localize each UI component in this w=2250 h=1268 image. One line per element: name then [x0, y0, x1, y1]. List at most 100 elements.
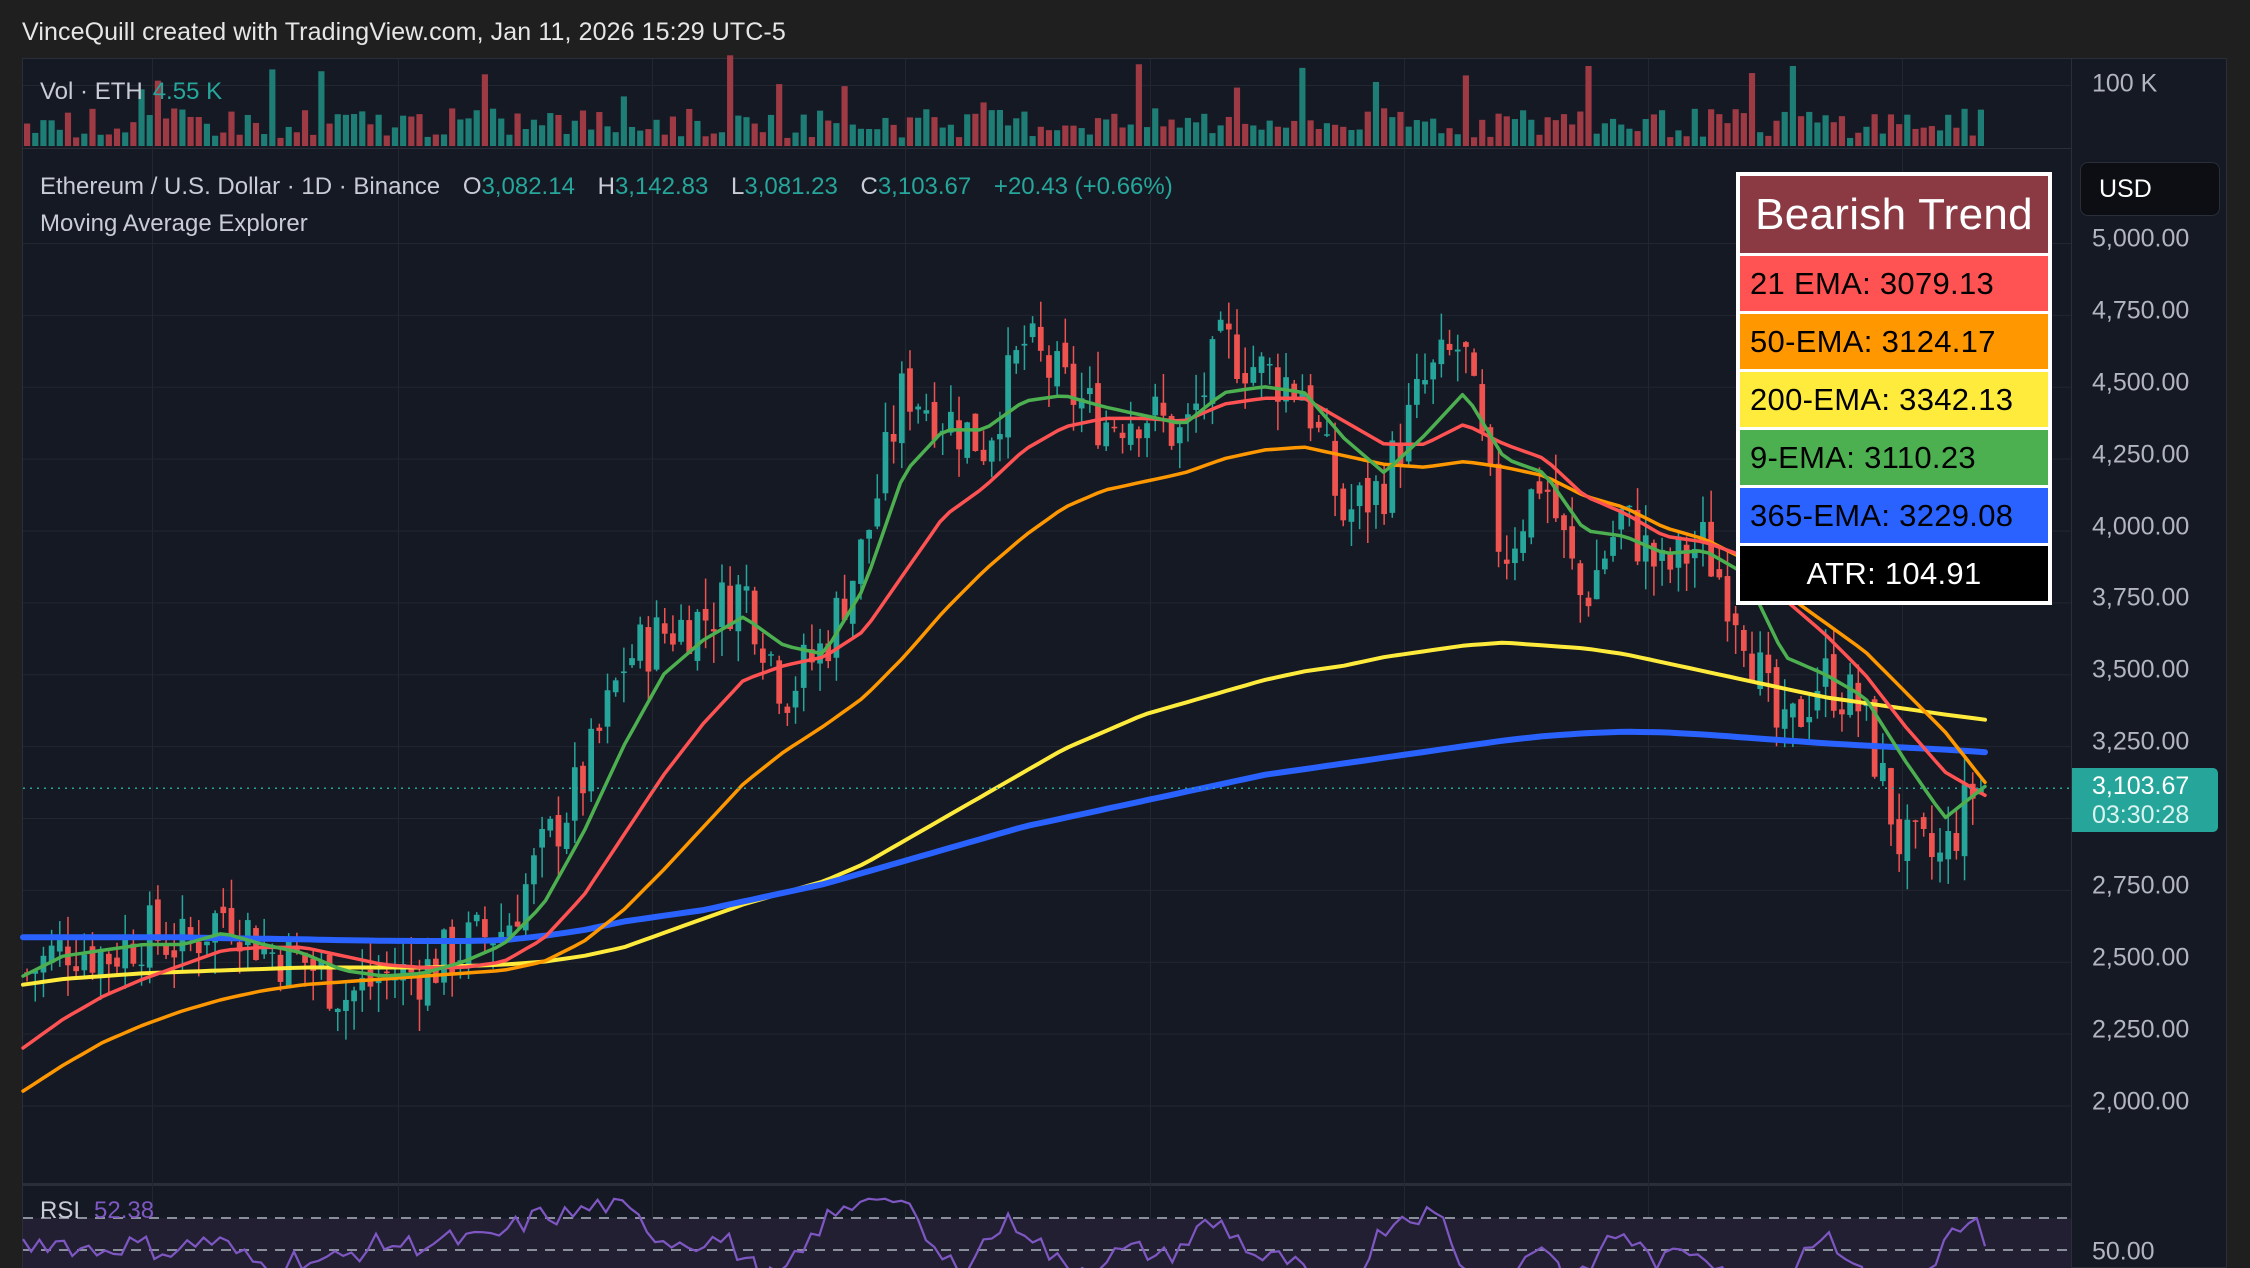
- candle-body: [1896, 819, 1903, 855]
- volume-bar: [1765, 135, 1772, 146]
- currency-button[interactable]: USD: [2080, 162, 2220, 216]
- candle-body: [482, 919, 488, 938]
- volume-bar: [825, 120, 832, 146]
- volume-bar: [1691, 108, 1698, 146]
- candle-body: [416, 974, 423, 1000]
- grid-line: [23, 889, 2071, 891]
- candle-body: [1610, 537, 1616, 556]
- symbol-title[interactable]: Ethereum / U.S. Dollar · 1D · Binance: [40, 173, 441, 200]
- candle-body: [302, 952, 308, 963]
- volume-bar: [1372, 81, 1380, 146]
- candle-body: [359, 977, 366, 991]
- volume-bar: [89, 108, 96, 146]
- volume-bar: [980, 102, 987, 146]
- volume-bar: [32, 132, 39, 146]
- volume-bar: [1626, 128, 1633, 146]
- candle-body: [1683, 544, 1690, 564]
- candle-body: [833, 597, 840, 658]
- volume-bar: [530, 119, 538, 146]
- symbol-legend[interactable]: Ethereum / U.S. Dollar · 1D · Binance O3…: [40, 173, 1173, 201]
- candle-body: [1822, 658, 1829, 687]
- volume-bar: [187, 116, 194, 146]
- price-tick: 5,000.00: [2092, 224, 2190, 253]
- candle-body: [1634, 509, 1641, 562]
- last-price: 3,103.67: [2092, 772, 2190, 800]
- volume-bar: [154, 80, 161, 146]
- candle-wick: [1980, 776, 1982, 795]
- volume-bar: [1904, 114, 1911, 146]
- volume-bar: [1724, 123, 1731, 146]
- price-tick: 4,250.00: [2092, 440, 2190, 469]
- candle-wick: [1546, 481, 1549, 524]
- candle-body: [1732, 613, 1739, 626]
- volume-bar: [1094, 118, 1102, 146]
- candle-body: [743, 586, 750, 591]
- candle-body: [1503, 559, 1510, 564]
- volume-bar: [81, 133, 88, 146]
- candle-wick: [1685, 536, 1688, 591]
- candle-body: [653, 617, 660, 670]
- volume-bar: [579, 110, 587, 146]
- candle-body: [629, 658, 635, 666]
- volume-bar: [171, 108, 178, 146]
- volume-bar: [1201, 113, 1208, 146]
- volume-bar: [1086, 134, 1093, 146]
- volume-bar: [1830, 122, 1837, 146]
- candle-body: [1839, 709, 1845, 715]
- candle-wick: [336, 1007, 339, 1032]
- candle-body: [923, 410, 930, 414]
- candle-body: [866, 529, 872, 539]
- volume-bar: [252, 123, 260, 146]
- indicator-name[interactable]: Moving Average Explorer: [40, 210, 308, 237]
- candle-body: [563, 822, 570, 849]
- volume-bar: [539, 125, 546, 146]
- volume-bar: [473, 110, 480, 146]
- grid-line: [23, 243, 2071, 244]
- candle-body: [81, 954, 88, 971]
- ema50-row: 50-EMA: 3124.17: [1740, 314, 2048, 369]
- volume-bar: [1732, 109, 1739, 146]
- volume-bar: [1642, 119, 1649, 146]
- volume-bar: [1348, 130, 1355, 146]
- candle-body: [1577, 563, 1584, 596]
- candle-body: [1626, 505, 1633, 508]
- candle-body: [1520, 531, 1526, 553]
- candle-wick: [206, 941, 208, 957]
- volume-bar: [220, 132, 227, 146]
- ema365-row: 365-EMA: 3229.08: [1740, 488, 2048, 543]
- candle-wick: [1432, 359, 1434, 405]
- volume-bar: [56, 129, 63, 146]
- volume-bar: [375, 114, 382, 146]
- candle-body: [555, 815, 562, 847]
- grid-line: [905, 59, 906, 1268]
- candle-wick: [353, 986, 355, 1030]
- rsi-legend[interactable]: RSI 52.38: [40, 1197, 154, 1225]
- candle-body: [1512, 548, 1518, 564]
- rsi-label: RSI: [40, 1197, 81, 1224]
- candle-body: [1119, 432, 1126, 439]
- candle-wick: [770, 651, 772, 667]
- volume-bar: [1454, 134, 1461, 146]
- volume-bar: [1470, 137, 1478, 146]
- volume-bar: [1233, 87, 1241, 146]
- candle-body: [1528, 489, 1535, 538]
- volume-bar: [857, 128, 865, 146]
- candle-body: [1209, 339, 1216, 404]
- candle-body: [465, 922, 472, 966]
- volume-bar: [408, 116, 415, 146]
- candle-wick: [459, 941, 462, 979]
- volume-bar: [1111, 113, 1118, 146]
- candle-body: [285, 938, 292, 989]
- candle-body: [1332, 440, 1338, 496]
- candle-body: [441, 929, 447, 983]
- volume-bar: [1184, 117, 1192, 146]
- candle-wick: [1113, 419, 1116, 433]
- candle-body: [1413, 378, 1420, 405]
- candle-body: [1389, 440, 1396, 513]
- trend-title: Bearish Trend: [1740, 176, 2048, 253]
- volume-bar: [1814, 122, 1821, 146]
- volume-bar: [628, 126, 636, 146]
- volume-bar: [416, 114, 423, 146]
- price-tick: 2,250.00: [2092, 1015, 2190, 1044]
